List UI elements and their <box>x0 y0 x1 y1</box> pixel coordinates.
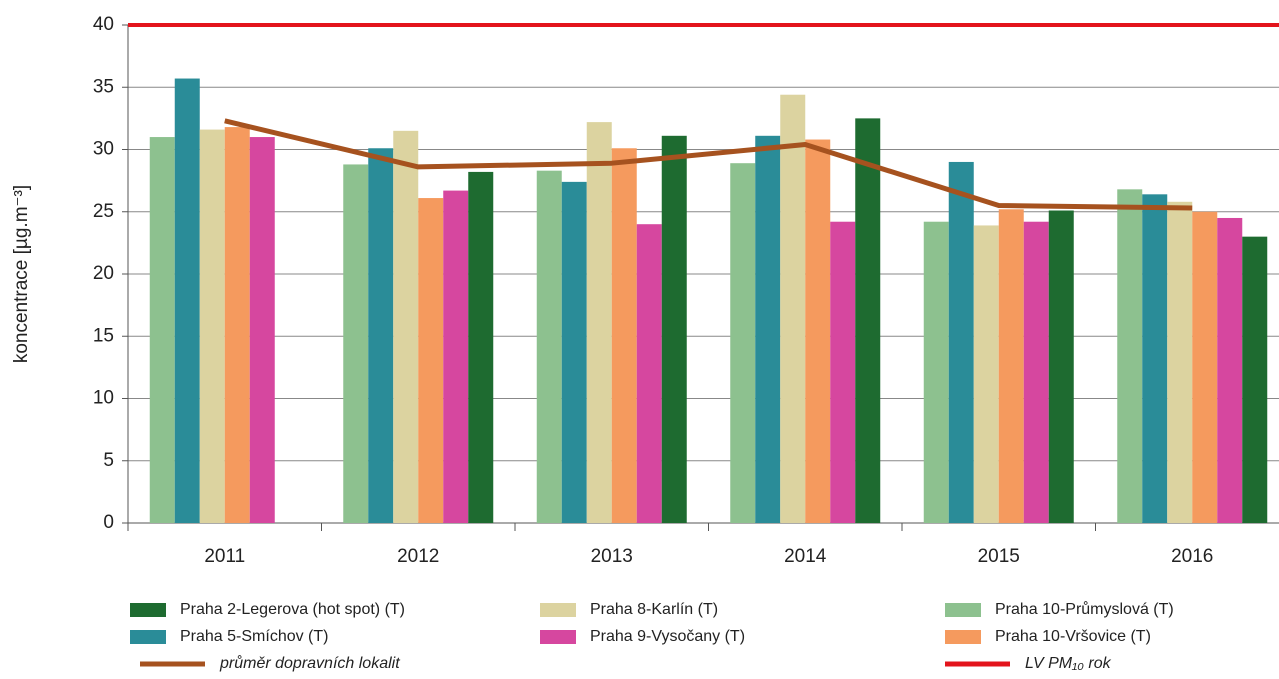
bar <box>443 190 469 523</box>
bar <box>948 161 974 523</box>
bar <box>780 94 806 523</box>
bar <box>1048 210 1074 523</box>
bar <box>1023 221 1049 523</box>
legend-label: Praha 10-Vršovice (T) <box>995 628 1151 645</box>
y-tick-label: 5 <box>103 450 114 471</box>
bar <box>468 171 494 523</box>
bar <box>418 198 444 523</box>
bar <box>611 148 637 523</box>
bar <box>998 209 1024 523</box>
bar <box>149 137 175 524</box>
bar <box>199 129 225 523</box>
legend-swatch <box>945 603 981 617</box>
y-axis-label: koncentrace [µg.m⁻³] <box>11 185 32 363</box>
bar <box>973 225 999 523</box>
legend-label: Praha 9-Vysočany (T) <box>590 628 745 645</box>
x-tick-label: 2014 <box>784 546 827 567</box>
bar <box>343 164 369 523</box>
bar <box>561 181 587 523</box>
legend-label: Praha 2-Legerova (hot spot) (T) <box>180 601 405 618</box>
average-line <box>224 118 1193 211</box>
x-tick-label: 2013 <box>591 546 633 567</box>
bar <box>1217 217 1243 523</box>
bar <box>1242 236 1268 523</box>
bar <box>923 221 949 523</box>
x-tick-label: 2011 <box>204 546 245 567</box>
bar <box>661 135 687 523</box>
y-tick-label: 30 <box>93 139 114 160</box>
bar <box>224 127 250 523</box>
y-tick-label: 35 <box>93 76 114 97</box>
bar <box>1167 201 1193 524</box>
bar <box>393 130 419 523</box>
legend-label: Praha 5-Smíchov (T) <box>180 628 328 645</box>
y-tick-label: 25 <box>93 201 114 222</box>
x-tick-label: 2015 <box>978 546 1020 567</box>
bar <box>249 137 275 524</box>
legend-label: Praha 10-Průmyslová (T) <box>995 600 1174 618</box>
legend-label: LV PM₁₀ rok <box>1025 655 1112 672</box>
bar <box>1142 194 1168 523</box>
y-tick-label: 20 <box>93 263 114 284</box>
bar <box>636 224 662 523</box>
y-tick-label: 40 <box>93 14 114 35</box>
bar <box>855 118 881 523</box>
legend-swatch <box>130 603 166 617</box>
bar <box>586 122 612 524</box>
y-tick-label: 0 <box>103 512 114 533</box>
x-tick-label: 2016 <box>1171 546 1213 567</box>
bar <box>174 78 200 523</box>
legend-label: průměr dopravních lokalit <box>219 654 400 672</box>
legend-swatch <box>945 630 981 644</box>
bar <box>730 163 756 523</box>
bar <box>1192 211 1218 523</box>
legend-swatch <box>540 630 576 644</box>
y-tick-label: 10 <box>93 388 114 409</box>
legend-swatch <box>540 603 576 617</box>
y-tick-label: 15 <box>93 325 114 346</box>
bar <box>536 170 562 524</box>
bar <box>830 221 856 523</box>
legend-swatch <box>130 630 166 644</box>
bar <box>805 139 831 524</box>
bar <box>368 148 394 523</box>
x-tick-label: 2012 <box>397 546 439 567</box>
legend-label: Praha 8-Karlín (T) <box>590 601 718 618</box>
bar <box>755 135 781 523</box>
bar <box>1117 189 1143 523</box>
